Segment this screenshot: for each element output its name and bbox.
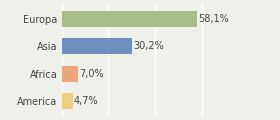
Text: 4,7%: 4,7% (74, 96, 99, 106)
Bar (62, 38, 132, 54)
Text: 30,2%: 30,2% (134, 41, 164, 51)
Bar (62, 93, 73, 109)
Text: 7,0%: 7,0% (79, 69, 104, 79)
Bar (62, 66, 78, 82)
Bar (62, 11, 197, 27)
Text: 58,1%: 58,1% (199, 14, 229, 24)
